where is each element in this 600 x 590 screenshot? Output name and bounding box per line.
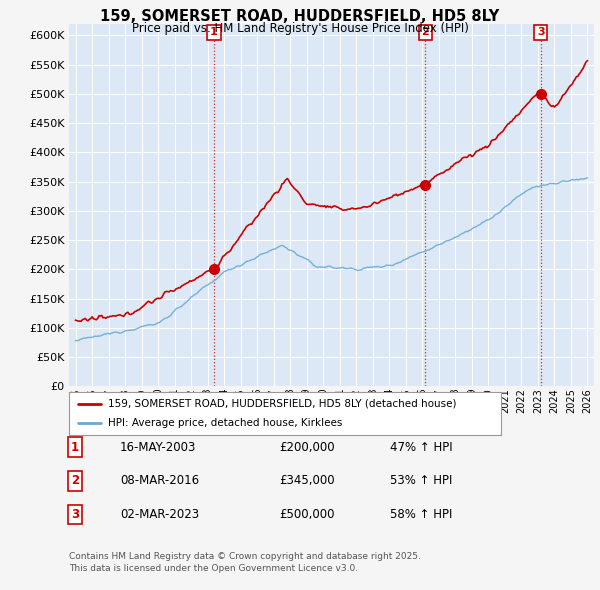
Text: Price paid vs. HM Land Registry's House Price Index (HPI): Price paid vs. HM Land Registry's House … xyxy=(131,22,469,35)
Text: 53% ↑ HPI: 53% ↑ HPI xyxy=(390,474,452,487)
Bar xyxy=(571,24,594,386)
Text: 3: 3 xyxy=(537,27,544,37)
Text: 3: 3 xyxy=(71,508,79,521)
Text: 47% ↑ HPI: 47% ↑ HPI xyxy=(390,441,452,454)
Text: £345,000: £345,000 xyxy=(279,474,335,487)
Text: HPI: Average price, detached house, Kirklees: HPI: Average price, detached house, Kirk… xyxy=(108,418,342,428)
Text: £200,000: £200,000 xyxy=(279,441,335,454)
Text: 1: 1 xyxy=(210,27,218,37)
Text: 1: 1 xyxy=(71,441,79,454)
Text: 58% ↑ HPI: 58% ↑ HPI xyxy=(390,508,452,521)
Text: £500,000: £500,000 xyxy=(279,508,335,521)
Text: 159, SOMERSET ROAD, HUDDERSFIELD, HD5 8LY (detached house): 159, SOMERSET ROAD, HUDDERSFIELD, HD5 8L… xyxy=(108,399,457,409)
Text: 16-MAY-2003: 16-MAY-2003 xyxy=(120,441,196,454)
Text: 2: 2 xyxy=(421,27,429,37)
Text: 02-MAR-2023: 02-MAR-2023 xyxy=(120,508,199,521)
Text: Contains HM Land Registry data © Crown copyright and database right 2025.
This d: Contains HM Land Registry data © Crown c… xyxy=(69,552,421,573)
Text: 2: 2 xyxy=(71,474,79,487)
Text: 159, SOMERSET ROAD, HUDDERSFIELD, HD5 8LY: 159, SOMERSET ROAD, HUDDERSFIELD, HD5 8L… xyxy=(100,9,500,24)
Text: 08-MAR-2016: 08-MAR-2016 xyxy=(120,474,199,487)
